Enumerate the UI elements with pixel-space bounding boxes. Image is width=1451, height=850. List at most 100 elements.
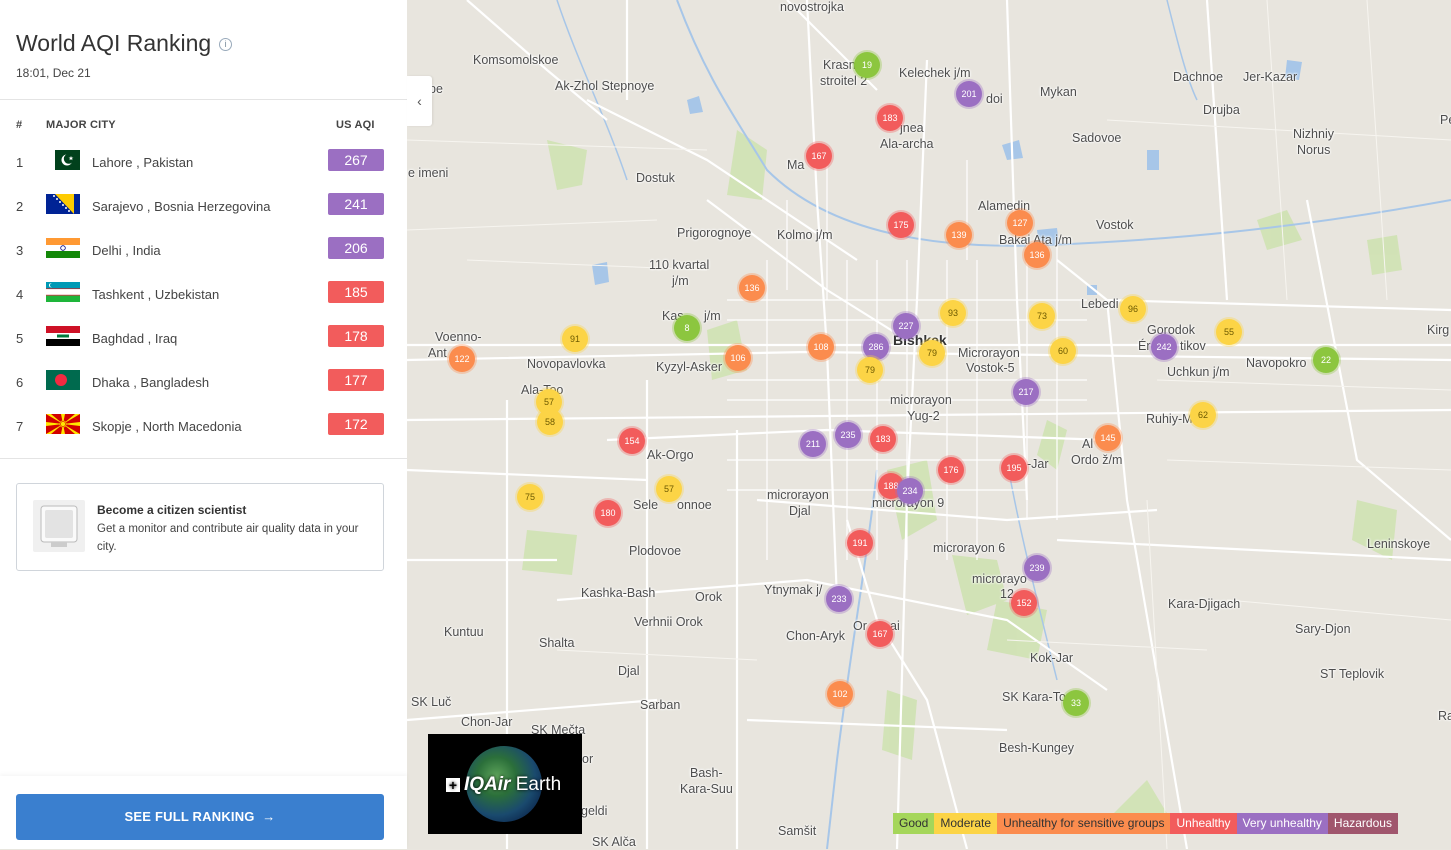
aqi-station-marker[interactable]: 73: [1029, 303, 1055, 329]
aqi-station-marker[interactable]: 33: [1063, 690, 1089, 716]
aqi-station-marker[interactable]: 145: [1095, 425, 1121, 451]
aqi-station-marker[interactable]: 75: [517, 484, 543, 510]
ranking-row[interactable]: 2 Sarajevo , Bosnia Herzegovina 241: [0, 192, 407, 236]
aqi-station-marker[interactable]: 60: [1050, 338, 1076, 364]
place-label: Orok: [695, 590, 723, 604]
place-label: Chon-Aryk: [786, 629, 846, 643]
aqi-station-marker[interactable]: 106: [725, 345, 751, 371]
legend-item: Good: [893, 813, 935, 834]
aqi-station-marker[interactable]: 108: [808, 334, 834, 360]
aqi-station-marker[interactable]: 22: [1313, 347, 1339, 373]
aqi-station-marker[interactable]: 102: [827, 681, 853, 707]
aqi-station-marker[interactable]: 79: [919, 340, 945, 366]
aqi-station-marker[interactable]: 195: [1001, 455, 1027, 481]
place-label: Kelechek j/m: [899, 66, 971, 80]
place-label: Novopavlovka: [527, 357, 606, 371]
aqi-station-marker[interactable]: 286: [863, 334, 889, 360]
city-name[interactable]: Baghdad , Iraq: [92, 331, 178, 346]
place-label: Ala-archa: [880, 137, 934, 151]
aqi-station-marker[interactable]: 62: [1190, 402, 1216, 428]
aqi-station-marker[interactable]: 217: [1013, 379, 1039, 405]
place-label: Prigorognoye: [677, 226, 752, 240]
plus-icon: +: [446, 778, 460, 792]
aqi-column-header: US AQI: [336, 119, 375, 131]
aqi-station-marker[interactable]: 79: [857, 357, 883, 383]
aqi-station-marker[interactable]: 191: [847, 530, 873, 556]
place-label: Ra: [1438, 709, 1451, 723]
aqi-station-marker[interactable]: 183: [870, 426, 896, 452]
aqi-station-marker[interactable]: 233: [826, 586, 852, 612]
aqi-station-marker[interactable]: 127: [1007, 210, 1033, 236]
place-label: Jer-Kazar: [1243, 70, 1298, 84]
aqi-station-marker[interactable]: 91: [562, 326, 588, 352]
aqi-station-marker[interactable]: 96: [1120, 296, 1146, 322]
aqi-station-marker[interactable]: 139: [946, 222, 972, 248]
place-label: Yug-2: [907, 409, 940, 423]
ranking-row[interactable]: 1 Lahore , Pakistan 267: [0, 148, 407, 192]
city-name[interactable]: Delhi , India: [92, 243, 161, 258]
see-full-ranking-button[interactable]: SEE FULL RANKING →: [16, 794, 384, 840]
aqi-station-marker[interactable]: 234: [897, 478, 923, 504]
place-label: Kok-Jar: [1030, 651, 1074, 665]
place-label: Ér: [1138, 339, 1151, 353]
city-name[interactable]: Sarajevo , Bosnia Herzegovina: [92, 199, 271, 214]
city-name[interactable]: Tashkent , Uzbekistan: [92, 287, 220, 302]
aqi-station-marker[interactable]: 242: [1151, 334, 1177, 360]
panel-title: World AQI Ranking: [16, 30, 212, 56]
air-monitor-icon: [33, 500, 85, 552]
aqi-station-marker[interactable]: 175: [888, 212, 914, 238]
aqi-station-marker[interactable]: 122: [449, 346, 475, 372]
aqi-station-marker[interactable]: 55: [1216, 319, 1242, 345]
place-label: microrayon 6: [933, 541, 1006, 555]
info-icon[interactable]: i: [219, 38, 233, 52]
aqi-station-marker[interactable]: 235: [835, 422, 861, 448]
place-label: Dostuk: [636, 171, 675, 185]
aqi-station-marker[interactable]: 93: [940, 300, 966, 326]
place-label: Lebedi: [1081, 297, 1119, 311]
aqi-station-marker[interactable]: 152: [1011, 590, 1037, 616]
flag-uzbekistan-icon: [46, 282, 80, 302]
city-name[interactable]: Dhaka , Bangladesh: [92, 375, 210, 390]
place-label: microrayo: [972, 572, 1027, 586]
legend-item: Very unhealthy: [1236, 813, 1328, 834]
ranking-row[interactable]: 7 Skopje , North Macedonia 172: [0, 412, 407, 456]
aqi-station-marker[interactable]: 211: [800, 431, 826, 457]
place-label: Sadovoe: [1072, 131, 1122, 145]
place-label: Kara-Djigach: [1168, 597, 1241, 611]
map-canvas[interactable]: [407, 0, 1451, 849]
aqi-station-marker[interactable]: 183: [877, 105, 903, 131]
aqi-station-marker[interactable]: 176: [938, 457, 964, 483]
aqi-station-marker[interactable]: 227: [893, 313, 919, 339]
aqi-station-marker[interactable]: 136: [1024, 242, 1050, 268]
aqi-station-marker[interactable]: 8: [674, 315, 700, 341]
place-label: pe: [429, 82, 443, 96]
place-label: e imeni: [408, 166, 449, 180]
aqi-station-marker[interactable]: 58: [537, 409, 563, 435]
place-label: Leninskoye: [1367, 537, 1431, 551]
aqi-station-marker[interactable]: 239: [1024, 555, 1050, 581]
aqi-station-marker[interactable]: 57: [656, 476, 682, 502]
aqi-station-marker[interactable]: 154: [619, 428, 645, 454]
aqi-station-marker[interactable]: 136: [739, 275, 765, 301]
ranking-row[interactable]: 5 Baghdad , Iraq 178: [0, 324, 407, 368]
place-label: Bakai Ata j/m: [999, 233, 1072, 247]
legend-item: Unhealthy: [1170, 813, 1237, 834]
ranking-row[interactable]: 3 Delhi , India 206: [0, 236, 407, 280]
place-label: 110 kvartal: [649, 258, 710, 272]
see-full-ranking-label: SEE FULL RANKING: [124, 809, 255, 824]
aqi-station-marker[interactable]: 167: [867, 621, 893, 647]
iqair-earth-widget[interactable]: + IQAir Earth: [428, 734, 582, 834]
place-label: Besh-Kungey: [999, 741, 1075, 755]
aqi-station-marker[interactable]: 180: [595, 500, 621, 526]
ranking-row[interactable]: 4 Tashkent , Uzbekistan 185: [0, 280, 407, 324]
place-label: microrayon: [767, 488, 829, 502]
collapse-panel-button[interactable]: ‹: [407, 76, 432, 126]
aqi-station-marker[interactable]: 167: [806, 143, 832, 169]
aqi-station-marker[interactable]: 19: [854, 52, 880, 78]
city-name[interactable]: Lahore , Pakistan: [92, 155, 194, 170]
bottom-bar: SEE FULL RANKING →: [0, 776, 407, 849]
citizen-scientist-card[interactable]: Become a citizen scientist Get a monitor…: [16, 483, 384, 571]
ranking-row[interactable]: 6 Dhaka , Bangladesh 177: [0, 368, 407, 412]
aqi-station-marker[interactable]: 201: [956, 81, 982, 107]
city-name[interactable]: Skopje , North Macedonia: [92, 419, 242, 434]
